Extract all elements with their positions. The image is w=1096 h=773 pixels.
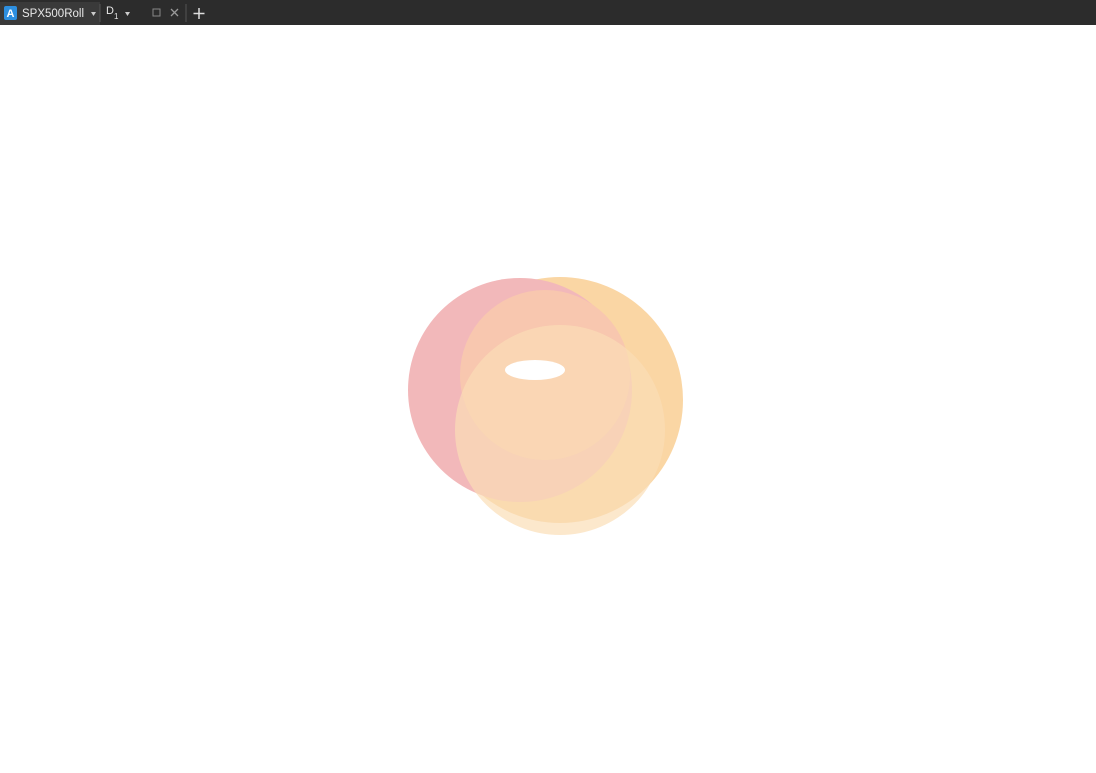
add-tab[interactable] xyxy=(193,8,205,19)
dropdown-arrow[interactable] xyxy=(91,12,96,16)
detach-icon[interactable] xyxy=(152,8,161,17)
timeframe[interactable]: D xyxy=(106,5,114,17)
tab-bar xyxy=(0,0,1096,25)
symbol-icon xyxy=(4,6,17,20)
symbol-name[interactable]: SPX500Roll xyxy=(22,8,84,20)
dropdown-arrow[interactable] xyxy=(125,12,130,16)
symbol-icon-letter: A xyxy=(7,8,15,20)
timeframe-sub[interactable]: 1 xyxy=(114,12,119,21)
watermark xyxy=(408,277,683,535)
symbol-tab[interactable] xyxy=(0,2,100,25)
close-icon[interactable] xyxy=(170,8,179,17)
